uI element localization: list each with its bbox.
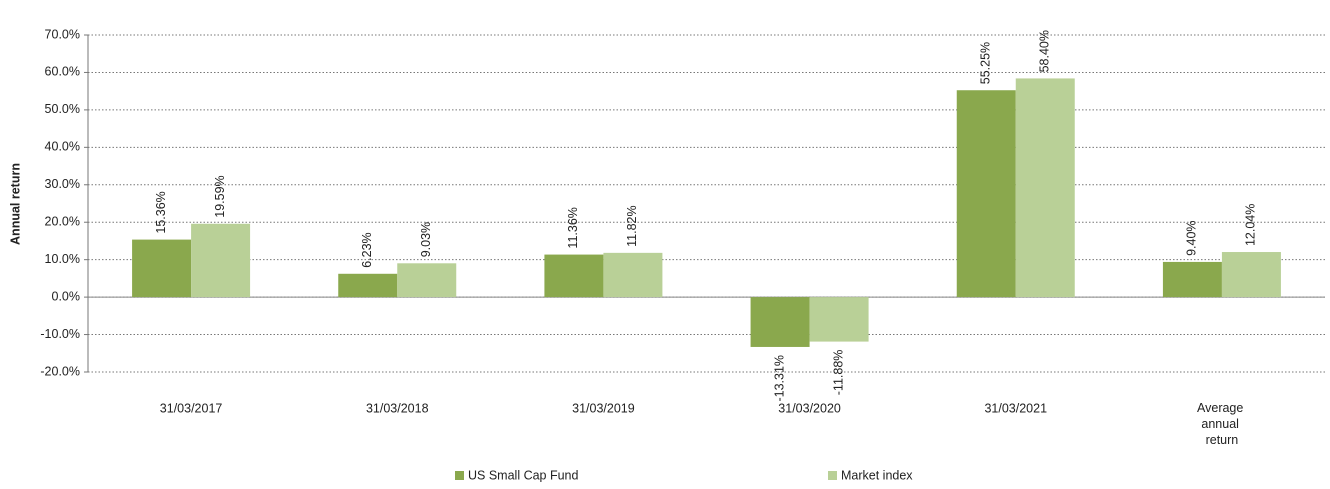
value-label: -11.88% [831,350,845,396]
value-label: 58.40% [1038,30,1052,72]
value-label: -13.31% [772,355,786,402]
x-tick-label: 31/03/2020 [778,401,841,415]
value-label: 9.03% [419,222,433,257]
y-tick-label: 10.0% [45,252,80,266]
bar [397,263,457,298]
legend-swatch [455,471,464,480]
value-label: 15.36% [154,191,168,233]
label-line: annual [1201,417,1242,431]
bar [544,254,604,298]
bar [1015,78,1075,298]
y-tick-label: -20.0% [40,364,80,378]
y-tick-label: 50.0% [45,102,80,116]
bar [191,223,251,298]
value-label: 9.40% [1185,220,1199,255]
value-label: 11.36% [566,207,580,248]
value-label: 19.59% [213,175,227,217]
x-tick-label: 31/03/2021 [984,401,1047,415]
value-label: 11.82% [625,205,639,246]
y-tick-label: 60.0% [45,65,80,79]
bar [956,90,1016,298]
legend-label: US Small Cap Fund [468,468,579,482]
bar [1162,261,1222,298]
label-line: return [1206,433,1239,447]
x-tick-label: Average annual return [1197,401,1247,447]
bar [603,252,663,298]
y-tick-label: 70.0% [45,27,80,41]
y-tick-label: 0.0% [52,289,81,303]
legend-label: Market index [841,468,913,482]
bar [1221,252,1281,298]
bar [338,273,398,298]
bar [809,297,869,342]
x-tick-label: 31/03/2019 [572,401,635,415]
y-tick-label: 40.0% [45,140,80,154]
y-axis-label: Annual return [8,163,22,245]
legend-swatch [828,471,837,480]
value-label: 6.23% [360,232,374,267]
x-tick-label: 31/03/2018 [366,401,429,415]
value-label: 12.04% [1244,204,1258,246]
y-tick-label: 30.0% [45,177,80,191]
x-tick-label: 31/03/2017 [160,401,223,415]
bar [132,239,192,298]
y-tick-label: 20.0% [45,215,80,229]
y-tick-label: -10.0% [40,327,80,341]
value-label: 55.25% [979,42,993,84]
label-line: Average [1197,401,1247,415]
bar [750,297,810,347]
